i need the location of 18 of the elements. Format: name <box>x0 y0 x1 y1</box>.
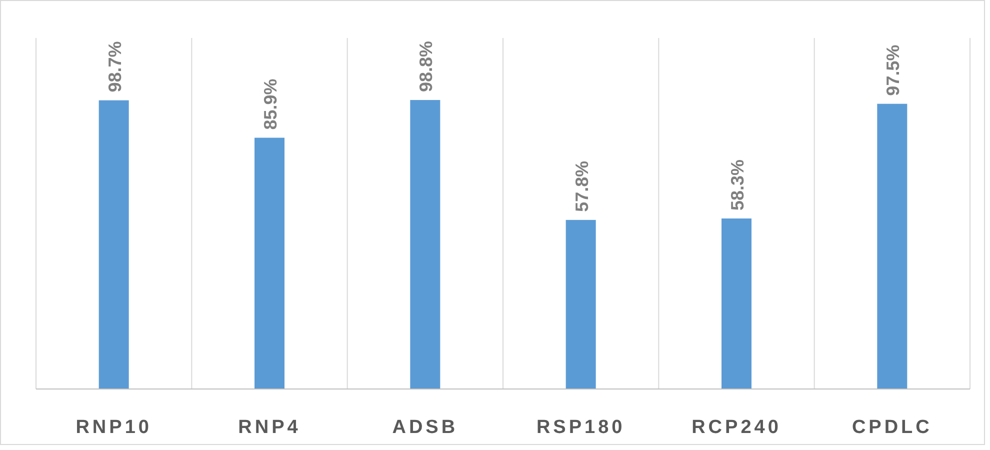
data-label: 58.3% <box>728 159 748 210</box>
bar <box>722 218 752 389</box>
data-label: 97.5% <box>883 44 904 96</box>
bar <box>877 104 908 389</box>
bar <box>254 138 284 389</box>
x-tick-label: RNP10 <box>76 417 152 438</box>
x-tick-label: CPDLC <box>852 417 932 438</box>
x-tick-label: RNP4 <box>238 417 301 438</box>
data-label: 98.7% <box>104 41 125 92</box>
x-tick-label: RSP180 <box>536 417 626 438</box>
data-label: 85.9% <box>260 78 280 130</box>
x-tick-label: RCP240 <box>692 417 782 438</box>
bar <box>566 220 596 389</box>
bar <box>98 100 129 389</box>
bar <box>410 100 440 389</box>
data-label: 98.8% <box>416 40 436 92</box>
x-tick-label: ADSB <box>392 417 458 438</box>
data-label: 57.8% <box>572 160 592 212</box>
